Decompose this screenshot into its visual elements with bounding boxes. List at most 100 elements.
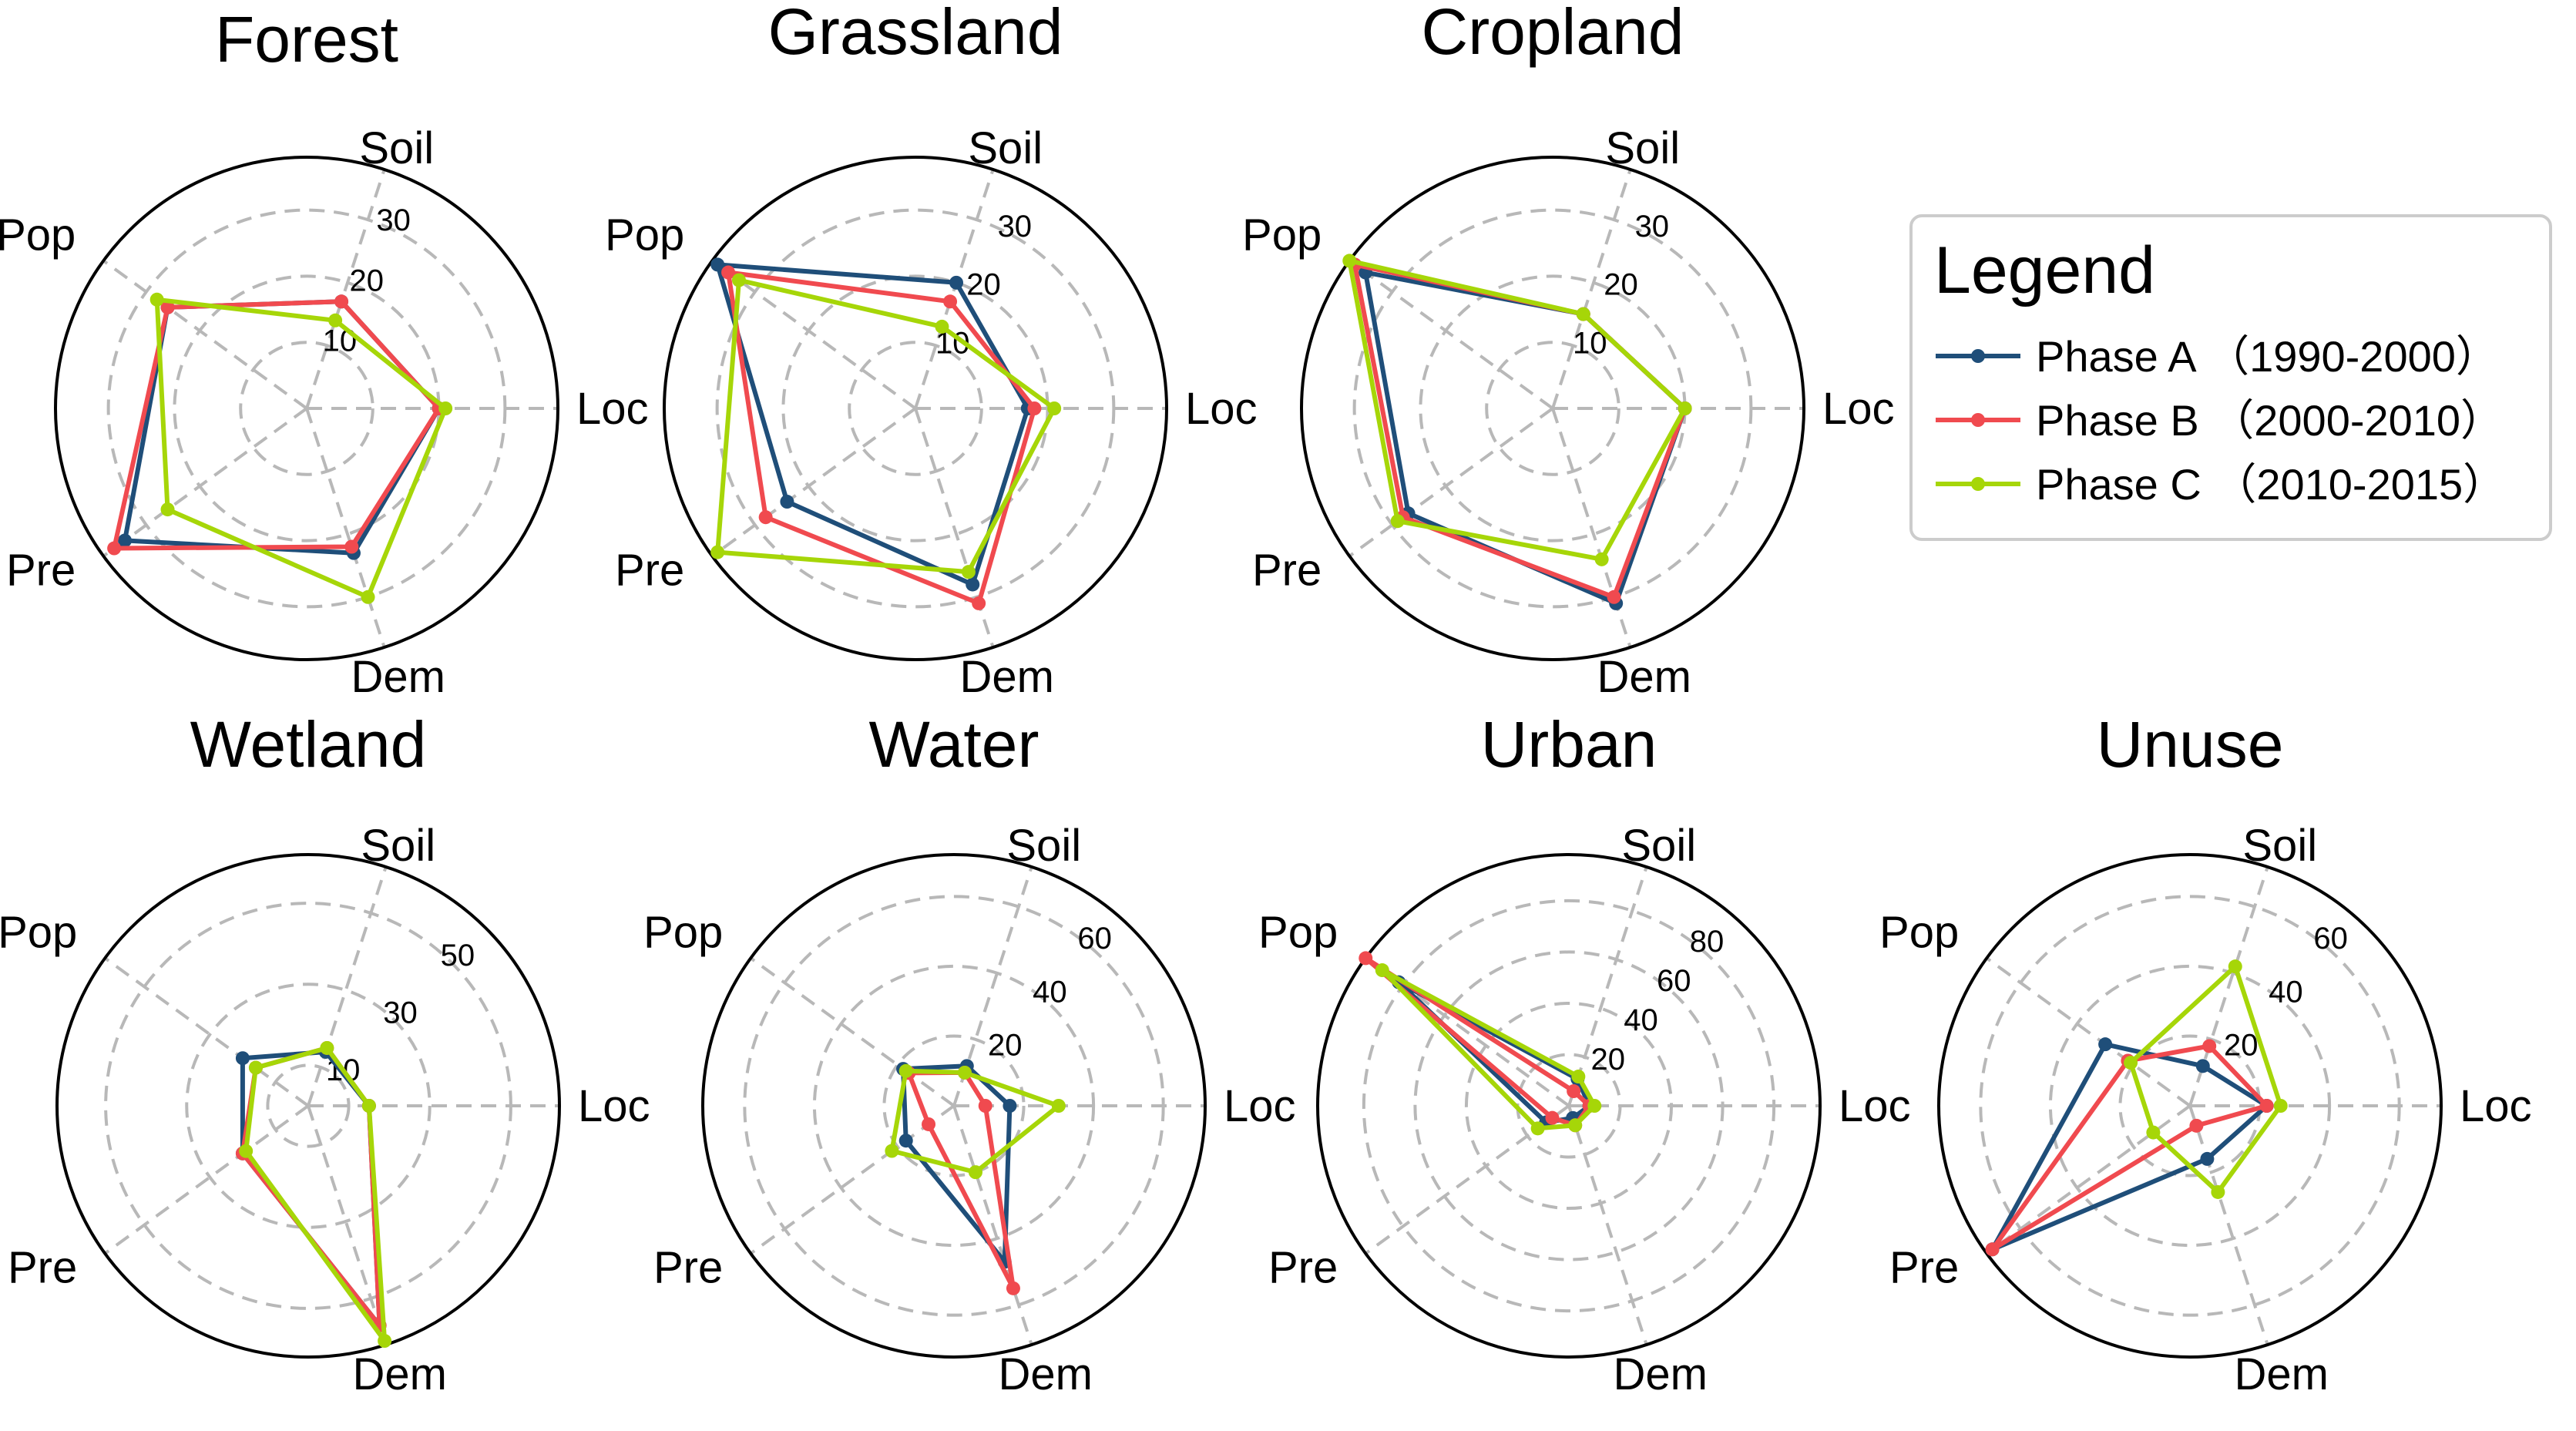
spoke-dem: [952, 1105, 1033, 1345]
tick-label-60: 60: [1077, 922, 1112, 956]
data-point-pre: [898, 1134, 913, 1148]
data-point-loc: [1047, 401, 1062, 415]
data-point-dem: [1594, 552, 1609, 566]
data-point-pre: [239, 1144, 254, 1158]
axis-label-loc: Loc: [1839, 1081, 1911, 1131]
axis-label-dem: Dem: [999, 1349, 1093, 1399]
series-line-phase-a: [1990, 1042, 2269, 1252]
data-point-dem: [344, 539, 359, 554]
spoke-pop: [1348, 259, 1554, 410]
grid-circle-10: [848, 341, 983, 476]
series-line-phase-a: [1363, 270, 1688, 606]
grid-circle-30: [185, 983, 432, 1229]
tick-label-10: 10: [323, 324, 358, 358]
data-point-pop: [2124, 1056, 2138, 1070]
spoke-soil: [1551, 169, 1632, 409]
data-point-soil: [2195, 1059, 2210, 1073]
legend-swatch-marker: [1971, 413, 1985, 427]
tick-label-50: 50: [441, 939, 475, 972]
axis-label-dem: Dem: [1597, 652, 1691, 702]
data-point-dem: [966, 577, 980, 592]
series-line-phase-b: [1990, 1043, 2269, 1252]
data-point-loc: [1587, 1099, 1602, 1113]
spoke-pre: [1365, 1104, 1570, 1255]
legend-entry-label: Phase C （2010-2015）: [2036, 460, 2506, 509]
axis-label-soil: Soil: [1605, 123, 1680, 173]
axis-label-loc: Loc: [1822, 384, 1895, 434]
axis-label-soil: Soil: [2242, 821, 2317, 871]
data-point-soil: [1571, 1070, 1586, 1084]
data-point-soil: [935, 319, 949, 334]
data-point-pre: [1390, 514, 1405, 529]
spoke-dem: [914, 408, 995, 648]
tick-label-30: 30: [376, 203, 411, 237]
axis-label-dem: Dem: [353, 1349, 447, 1399]
data-point-dem: [361, 590, 375, 604]
grid-circle-30: [106, 208, 507, 609]
data-point-pop: [731, 273, 746, 287]
data-point-pop: [160, 300, 175, 314]
data-point-pre: [780, 495, 794, 509]
radar-panel-forest: Forest 10 20 30 Loc Soil Pop Pre Dem: [0, 3, 649, 702]
outer-circle: [1316, 853, 1822, 1359]
spoke-soil: [307, 866, 388, 1107]
axis-label-loc: Loc: [578, 1081, 650, 1131]
legend: Legend Phase A （1990-2000） Phase B （2000-2…: [1909, 214, 2552, 541]
data-point-loc: [1051, 1099, 1066, 1113]
axis-label-pre: Pre: [1889, 1243, 1959, 1293]
outer-circle: [1300, 156, 1805, 661]
tick-label-40: 40: [2269, 975, 2303, 1009]
tick-label-20: 20: [2224, 1029, 2259, 1063]
data-point-pop: [248, 1060, 263, 1075]
tick-label-60: 60: [2313, 922, 2348, 956]
spoke-pre: [104, 1104, 310, 1255]
data-point-loc: [2259, 1099, 2274, 1113]
data-point-soil: [957, 1065, 972, 1080]
radar-panel-unuse: Unuse 20 40 60 Loc Soil Pop Pre Dem: [1879, 708, 2531, 1399]
data-point-pop: [2098, 1037, 2113, 1052]
axis-label-loc: Loc: [2460, 1081, 2532, 1131]
data-point-soil: [2202, 1039, 2217, 1053]
data-point-soil: [320, 1040, 334, 1055]
axis-label-pop: Pop: [0, 210, 76, 260]
legend-swatch-marker: [1971, 349, 1985, 363]
data-point-pop: [235, 1051, 250, 1066]
spoke-dem: [307, 1105, 388, 1345]
data-point-dem: [961, 565, 976, 579]
series-line-phase-c: [154, 297, 448, 600]
axis-label-pop: Pop: [0, 907, 77, 957]
data-point-pre: [118, 533, 133, 548]
legend-swatch-marker: [1971, 477, 1985, 491]
axis-label-soil: Soil: [1621, 821, 1696, 871]
outer-circle: [663, 156, 1168, 661]
axis-label-soil: Soil: [1006, 821, 1081, 871]
panel-title: Forest: [215, 3, 398, 76]
data-point-pre: [1545, 1110, 1560, 1125]
spoke-pre: [102, 407, 308, 558]
spoke-pop: [711, 259, 917, 410]
grid-circle-30: [715, 208, 1116, 609]
spoke-soil: [1567, 866, 1648, 1107]
spoke-pop: [102, 259, 308, 410]
axis-label-pre: Pre: [6, 546, 76, 596]
data-point-dem: [2211, 1184, 2225, 1199]
data-point-soil: [943, 294, 958, 309]
data-point-pop: [1375, 963, 1389, 978]
axis-label-pre: Pre: [653, 1243, 723, 1293]
panel-title: Cropland: [1422, 0, 1684, 68]
data-point-loc: [978, 1099, 992, 1113]
tick-label-80: 80: [1690, 925, 1725, 959]
data-point-dem: [2200, 1151, 2215, 1166]
data-point-pre: [922, 1117, 936, 1131]
tick-label-20: 20: [988, 1029, 1023, 1063]
axis-label-pop: Pop: [1242, 210, 1322, 260]
axis-label-dem: Dem: [1614, 1349, 1708, 1399]
data-point-loc: [1027, 401, 1042, 415]
radar-panel-water: Water 20 40 60 Loc Soil Pop Pre Dem: [643, 708, 1295, 1399]
series-line-phase-c: [1347, 258, 1688, 562]
spoke-soil: [952, 866, 1033, 1107]
data-point-pre: [710, 545, 725, 559]
axis-label-pre: Pre: [1252, 546, 1322, 596]
